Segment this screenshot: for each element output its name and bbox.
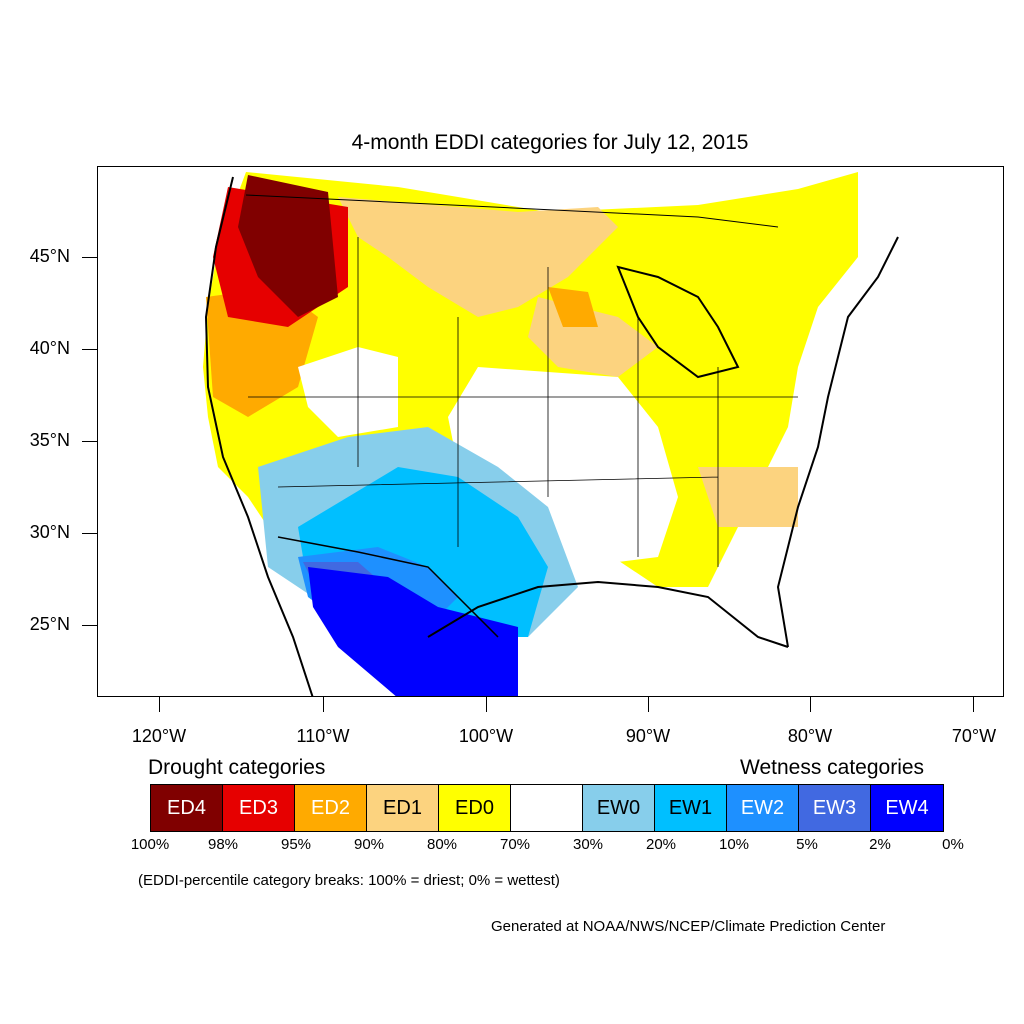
y-tick-40 xyxy=(82,349,97,350)
x-tick-label: 70°W xyxy=(951,726,997,746)
map-title: 4-month EDDI categories for July 12, 201… xyxy=(351,131,749,154)
coastline-gulf xyxy=(427,580,789,648)
legend-break-label: 30% xyxy=(572,836,604,853)
canada-border xyxy=(245,194,779,228)
legend-swatch-ew0: EW0 xyxy=(583,785,655,831)
legend-break-label: 98% xyxy=(207,836,239,853)
legend-break-label: 100% xyxy=(130,836,170,853)
legend-break-label: 5% xyxy=(796,836,818,853)
x-tick-100w xyxy=(486,697,487,712)
drought-map xyxy=(203,172,899,696)
great-lakes xyxy=(616,265,740,379)
legend-swatch-ed0: ED0 xyxy=(439,785,511,831)
x-tick-label: 100°W xyxy=(458,726,514,746)
legend-swatch-normal xyxy=(511,785,583,831)
ed2-region-mn xyxy=(548,287,598,327)
y-tick-25 xyxy=(82,625,97,626)
drought-heading: Drought categories xyxy=(148,756,326,779)
x-tick-120w xyxy=(159,697,160,712)
y-tick-label: 25°N xyxy=(29,614,70,634)
legend-break-label: 10% xyxy=(718,836,750,853)
coastline-east xyxy=(776,236,899,648)
wetness-heading: Wetness categories xyxy=(740,756,925,779)
legend-break-label: 0% xyxy=(942,836,964,853)
legend-swatch-ed1: ED1 xyxy=(367,785,439,831)
legend-break-label: 20% xyxy=(645,836,677,853)
state-lines xyxy=(248,237,798,567)
x-tick-label: 80°W xyxy=(787,726,833,746)
x-tick-90w xyxy=(648,697,649,712)
normal-region-west xyxy=(298,347,398,437)
legend-swatch-ew3: EW3 xyxy=(799,785,871,831)
legend-break-label: 80% xyxy=(426,836,458,853)
category-legend: ED4 ED3 ED2 ED1 ED0 EW0 EW1 EW2 EW3 EW4 xyxy=(150,784,944,832)
y-tick-label: 45°N xyxy=(29,246,70,266)
y-tick-label: 40°N xyxy=(29,338,70,358)
credit-text: Generated at NOAA/NWS/NCEP/Climate Predi… xyxy=(491,918,886,935)
x-tick-80w xyxy=(810,697,811,712)
legend-swatch-ew1: EW1 xyxy=(655,785,727,831)
mexico-border xyxy=(277,536,499,638)
legend-swatch-ew2: EW2 xyxy=(727,785,799,831)
category-note: (EDDI-percentile category breaks: 100% =… xyxy=(138,872,560,889)
x-tick-label: 120°W xyxy=(131,726,187,746)
y-tick-45 xyxy=(82,257,97,258)
x-tick-label: 110°W xyxy=(296,726,350,746)
ed1-region-east xyxy=(698,467,798,527)
legend-break-label: 95% xyxy=(280,836,312,853)
x-tick-label: 90°W xyxy=(625,726,671,746)
ew4-region xyxy=(308,567,518,696)
map-plot-area xyxy=(97,166,1004,697)
legend-swatch-ew4: EW4 xyxy=(871,785,943,831)
legend-break-label: 70% xyxy=(499,836,531,853)
normal-region-central xyxy=(448,367,678,567)
legend-swatch-ed4: ED4 xyxy=(151,785,223,831)
y-tick-30 xyxy=(82,533,97,534)
y-tick-35 xyxy=(82,441,97,442)
legend-break-label: 90% xyxy=(353,836,385,853)
x-tick-110w xyxy=(323,697,324,712)
legend-break-label: 2% xyxy=(869,836,891,853)
legend-swatch-ed3: ED3 xyxy=(223,785,295,831)
y-tick-label: 30°N xyxy=(29,522,70,542)
ed4-region xyxy=(238,175,338,317)
x-tick-70w xyxy=(973,697,974,712)
legend-swatch-ed2: ED2 xyxy=(295,785,367,831)
coastline-west xyxy=(204,176,314,696)
y-tick-label: 35°N xyxy=(29,430,70,450)
